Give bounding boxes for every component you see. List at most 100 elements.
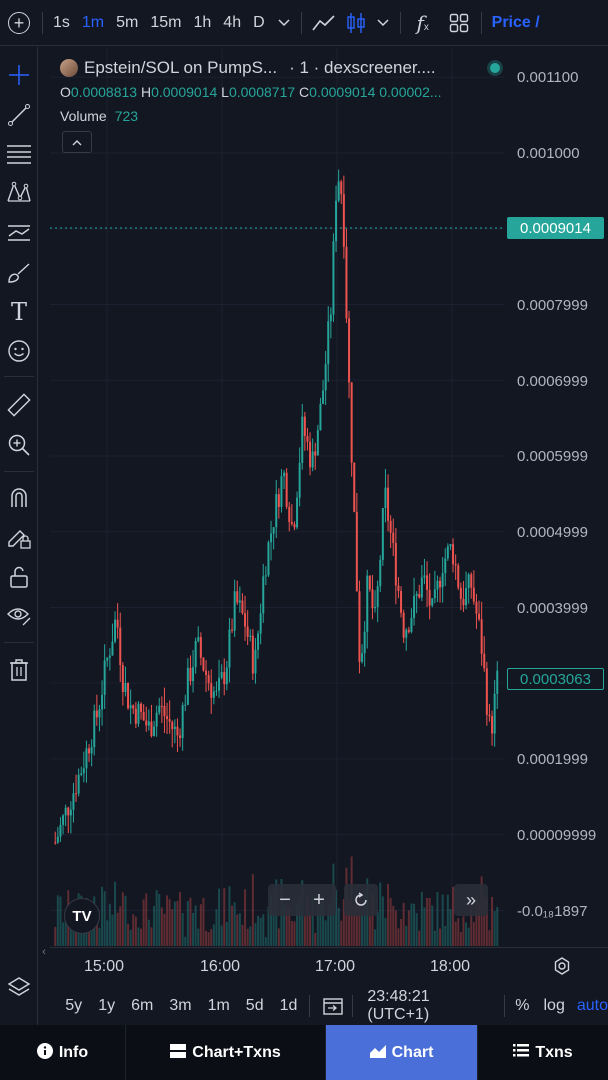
candle-body: [210, 683, 213, 698]
collapse-legend-button[interactable]: [62, 131, 92, 153]
percent-toggle[interactable]: %: [515, 997, 530, 1014]
candle-body: [171, 721, 174, 730]
candle-body: [345, 246, 348, 319]
candles-icon[interactable]: [342, 0, 370, 46]
layout-grid-icon[interactable]: [441, 0, 477, 46]
volume-bar: [192, 912, 195, 946]
go-to-date-icon[interactable]: [322, 996, 344, 1016]
volume-legend[interactable]: Volume 723: [60, 108, 500, 124]
emoji-icon[interactable]: [0, 333, 38, 369]
candle-body: [116, 619, 119, 628]
candle-body: [150, 721, 153, 737]
divider: [4, 471, 34, 472]
line-chart-icon[interactable]: [306, 0, 342, 46]
candle-body: [124, 683, 127, 693]
price-tick: -0.0₁₈1897: [517, 903, 588, 920]
forecast-icon[interactable]: [0, 215, 38, 251]
brush-icon[interactable]: [0, 255, 38, 291]
clock-timezone[interactable]: 23:48:21 (UTC+1): [367, 988, 430, 1023]
price-toggle[interactable]: Price /: [491, 13, 540, 31]
volume-bar: [420, 891, 423, 946]
volume-bar: [311, 896, 314, 946]
candle-body: [413, 595, 416, 618]
interval-1s[interactable]: 1s: [53, 13, 70, 31]
candle-body: [75, 793, 78, 795]
eye-icon[interactable]: [0, 597, 38, 633]
collapse-toolbar-handle[interactable]: ‹: [42, 946, 46, 958]
range-3m[interactable]: 3m: [169, 997, 192, 1014]
nav-chart-txns[interactable]: Chart+Txns: [126, 1025, 326, 1080]
fib-retracement-icon[interactable]: [0, 136, 38, 172]
range-6m[interactable]: 6m: [131, 997, 154, 1014]
add-symbol-button[interactable]: +: [0, 0, 38, 46]
log-toggle[interactable]: log: [543, 997, 565, 1014]
range-bar: 5y 1y 6m 3m 1m 5d 1d 23:48:21 (UTC+1) % …: [0, 987, 608, 1025]
volume-bar: [478, 902, 481, 946]
divider: [4, 376, 34, 377]
layers-icon[interactable]: [0, 969, 38, 1005]
range-1m[interactable]: 1m: [207, 997, 230, 1014]
volume-bar: [205, 930, 208, 946]
volume-bar: [493, 911, 496, 946]
auto-toggle[interactable]: auto: [576, 997, 608, 1014]
volume-bar: [111, 914, 114, 946]
lock-drawing-icon[interactable]: [0, 519, 38, 555]
candle-body: [163, 705, 166, 717]
chevron-down-icon[interactable]: [271, 0, 297, 46]
volume-bar: [327, 905, 330, 946]
magnet-icon[interactable]: [0, 480, 38, 516]
volume-bar: [127, 923, 130, 946]
unlock-icon[interactable]: [0, 559, 38, 595]
volume-bar: [171, 909, 174, 946]
candle-body: [280, 476, 283, 507]
price-scale[interactable]: 0.001100 0.001000 0.0007999 0.0006999 0.…: [505, 47, 608, 947]
zoom-out-button[interactable]: −: [279, 888, 291, 911]
volume-bar: [262, 914, 265, 946]
candle-body: [327, 321, 330, 365]
zoom-in-icon[interactable]: [0, 427, 38, 463]
interval-15m[interactable]: 15m: [150, 13, 182, 31]
drawing-toolbar: T: [0, 47, 38, 1025]
tradingview-logo[interactable]: TV: [64, 898, 100, 934]
low-key: L: [221, 84, 229, 100]
pattern-icon[interactable]: [0, 175, 38, 211]
time-axis[interactable]: 15:00 16:00 17:00 18:00: [50, 947, 608, 987]
divider: [4, 642, 34, 643]
interval-d[interactable]: D: [253, 13, 265, 31]
candle-body: [329, 314, 332, 322]
interval-1h[interactable]: 1h: [193, 13, 212, 31]
range-1d[interactable]: 1d: [279, 997, 298, 1014]
crosshair-icon[interactable]: [0, 57, 38, 93]
zoom-in-button[interactable]: +: [313, 888, 325, 911]
candle-body: [384, 487, 387, 508]
candle-body: [111, 641, 114, 656]
candle-body: [181, 705, 184, 738]
volume-bar: [64, 911, 67, 946]
text-icon[interactable]: T: [10, 298, 27, 326]
nav-chart[interactable]: Chart: [326, 1025, 478, 1080]
volume-bar: [98, 927, 101, 946]
trash-icon[interactable]: [0, 652, 38, 688]
symbol-title[interactable]: Epstein/SOL on PumpS...: [84, 58, 278, 77]
nav-txns[interactable]: Txns: [478, 1025, 608, 1080]
chevron-down-icon[interactable]: [370, 0, 396, 46]
reset-chart-button[interactable]: [344, 884, 378, 916]
nav-info[interactable]: Info: [0, 1025, 126, 1080]
ruler-icon[interactable]: [0, 387, 38, 423]
candle-body: [290, 521, 293, 525]
candle-body: [69, 809, 72, 816]
interval-4h[interactable]: 4h: [223, 13, 242, 31]
interval-5m[interactable]: 5m: [116, 13, 139, 31]
range-1y[interactable]: 1y: [98, 997, 116, 1014]
volume-bar: [485, 898, 488, 946]
trendline-icon[interactable]: [0, 97, 38, 133]
candle-body: [129, 705, 132, 709]
scroll-to-realtime-button[interactable]: »: [454, 884, 488, 916]
interval-1m[interactable]: 1m: [81, 13, 105, 31]
settings-gear-icon[interactable]: [552, 956, 572, 981]
candle-body: [238, 600, 241, 603]
range-5d[interactable]: 5d: [245, 997, 264, 1014]
range-5y[interactable]: 5y: [65, 997, 83, 1014]
